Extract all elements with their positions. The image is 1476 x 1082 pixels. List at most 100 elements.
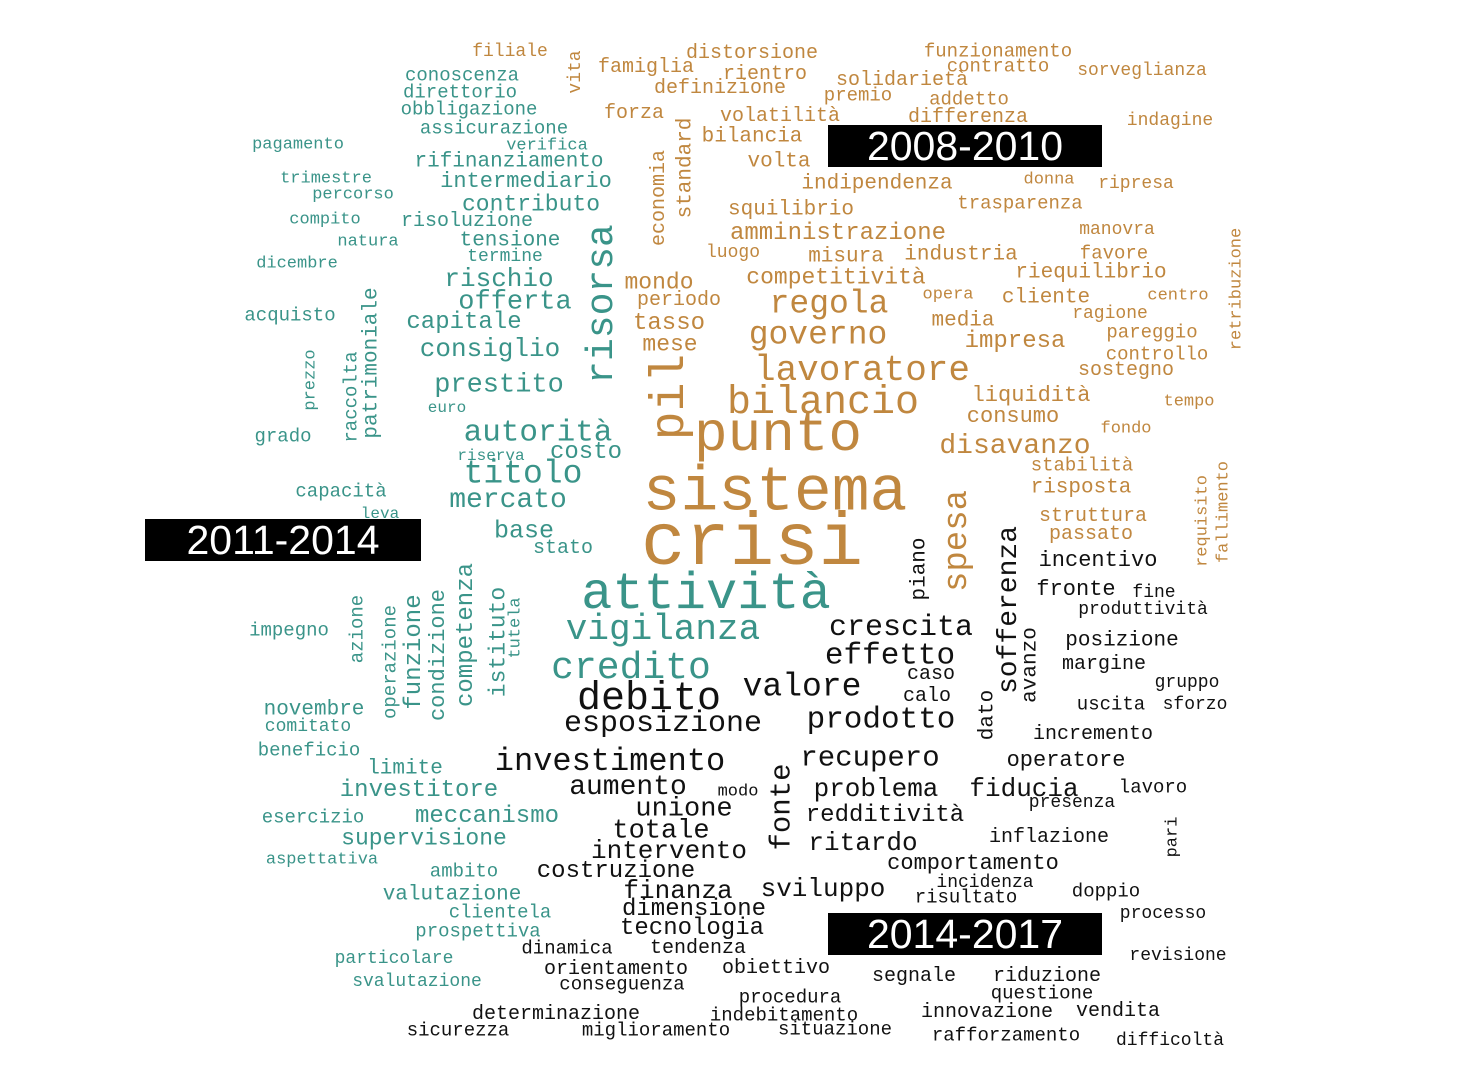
word-manovra: manovra [1079, 220, 1155, 240]
word-impresa: impresa [964, 328, 1066, 355]
word-riduzione: riduzione [992, 965, 1102, 988]
word-lavoratore: lavoratore [753, 350, 971, 391]
word-luogo: luogo [705, 243, 761, 263]
word-intervento: intervento [590, 836, 748, 866]
word-ambito: ambito [429, 860, 499, 883]
word-rifinanziamento: rifinanziamento [414, 150, 604, 174]
word-raccolta: raccolta [340, 351, 363, 443]
word-caso: caso [906, 663, 956, 686]
word-contratto: contratto [946, 55, 1050, 78]
word-svalutazione: svalutazione [352, 972, 482, 992]
word-dato: dato [976, 689, 1000, 741]
word-capitale: capitale [406, 309, 522, 336]
word-pil: pil [644, 353, 698, 441]
word-favore: favore [1079, 242, 1149, 265]
word-gruppo: gruppo [1154, 673, 1220, 693]
word-obiettivo: obiettivo [721, 957, 831, 980]
word-mondo: mondo [624, 269, 694, 296]
word-sostegno: sostegno [1077, 359, 1175, 382]
word-questione: questione [990, 982, 1094, 1005]
word-media: media [931, 309, 995, 333]
word-comitato: comitato [264, 717, 352, 737]
word-lavoro: lavoro [1118, 776, 1188, 799]
word-direttorio: direttorio [402, 81, 518, 104]
word-obbligazione: obbligazione [400, 98, 538, 121]
word-base: base [493, 516, 555, 546]
word-posizione: posizione [1065, 629, 1179, 653]
word-volatilità: volatilità [719, 105, 841, 128]
word-consumo: consumo [966, 404, 1060, 429]
word-riequilibrio: riequilibrio [1015, 261, 1167, 285]
word-donna: donna [1023, 170, 1075, 190]
word-finanza: finanza [623, 876, 733, 906]
word-risorsa: risorsa [581, 224, 624, 384]
word-amministrazione: amministrazione [729, 220, 947, 247]
word-rischio: rischio [444, 264, 554, 294]
word-crisi: crisi [640, 503, 864, 587]
word-tendenza: tendenza [649, 937, 747, 960]
word-sicurezza: sicurezza [406, 1019, 510, 1042]
word-trasparenza: trasparenza [957, 192, 1083, 215]
word-esposizione: esposizione [563, 707, 763, 741]
word-clientela: clientela [448, 901, 552, 924]
word-processo: processo [1119, 904, 1207, 924]
word-prodotto: prodotto [806, 702, 956, 738]
word-differenza: differenza [907, 106, 1029, 129]
word-recupero: recupero [800, 741, 940, 775]
word-operatore: operatore [1006, 748, 1126, 773]
word-risultato: risultato [914, 886, 1018, 909]
word-investitore: investitore [339, 777, 499, 804]
word-mercato: mercato [449, 485, 567, 516]
word-crescita: crescita [828, 611, 974, 645]
word-fondo: fondo [1100, 419, 1152, 439]
word-stato: stato [532, 537, 594, 560]
word-esercizio: esercizio [261, 806, 365, 829]
word-comportamento: comportamento [887, 851, 1059, 876]
word-liquidità: liquidità [971, 383, 1091, 408]
word-funzione: funzione [401, 594, 428, 710]
word-grado: grado [254, 425, 312, 448]
word-valore: valore [742, 668, 862, 706]
word-vita: vita [566, 50, 586, 94]
word-solidarietà: solidarietà [835, 69, 969, 92]
word-requisito: requisito [1193, 475, 1213, 567]
word-incidenza: incidenza [936, 873, 1034, 893]
word-tempo: tempo [1163, 392, 1215, 412]
word-risoluzione: risoluzione [400, 210, 534, 233]
word-sforzo: sforzo [1162, 695, 1228, 715]
word-controllo: controllo [1105, 343, 1209, 366]
word-assicurazione: assicurazione [419, 117, 569, 140]
word-effetto: effetto [824, 638, 956, 674]
word-fonte: fonte [765, 763, 799, 851]
word-percorso: percorso [312, 185, 394, 205]
word-inflazione: inflazione [988, 826, 1110, 849]
word-ritardo: ritardo [808, 828, 918, 858]
word-spesa: spesa [939, 489, 977, 593]
word-opera: opera [922, 285, 974, 305]
word-funzionamento: funzionamento [923, 40, 1073, 63]
word-compito: compito [289, 210, 361, 230]
word-fallimento: fallimento [1214, 460, 1234, 564]
word-governo: governo [748, 316, 888, 354]
word-addetto: addetto [929, 88, 1009, 111]
word-consiglio: consiglio [419, 334, 561, 364]
word-determinazione: determinazione [471, 1003, 641, 1026]
word-verifica: verifica [506, 136, 588, 156]
word-orientamento: orientamento [543, 958, 689, 981]
word-contributo: contributo [461, 191, 601, 218]
word-tutela: tutela [506, 597, 526, 659]
word-calo: calo [902, 685, 952, 708]
word-pagamento: pagamento [252, 135, 344, 155]
word-revisione: revisione [1129, 946, 1227, 966]
word-bilancio: bilancio [726, 381, 920, 426]
word-debito: debito [576, 677, 722, 722]
word-margine: margine [1061, 653, 1147, 676]
period-label-2011-2014: 2011-2014 [145, 519, 421, 561]
word-rientro: rientro [722, 63, 808, 86]
word-procedura: procedura [738, 986, 842, 1009]
word-indipendenza: indipendenza [801, 172, 953, 196]
word-filiale: filiale [472, 42, 548, 62]
word-definizione: definizione [653, 77, 787, 100]
word-dimensione: dimensione [621, 896, 767, 923]
